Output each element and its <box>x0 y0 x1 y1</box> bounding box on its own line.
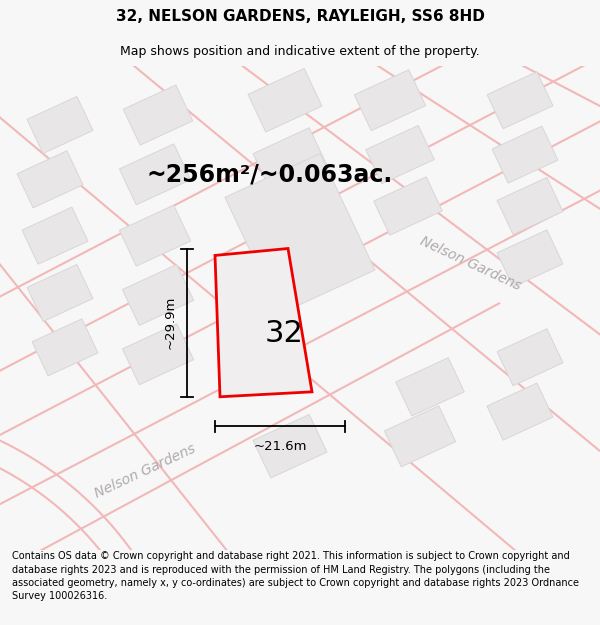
Polygon shape <box>497 177 563 234</box>
Text: Map shows position and indicative extent of the property.: Map shows position and indicative extent… <box>120 45 480 58</box>
Polygon shape <box>225 154 375 314</box>
Text: ~256m²/~0.063ac.: ~256m²/~0.063ac. <box>147 162 393 186</box>
Polygon shape <box>17 151 83 208</box>
Polygon shape <box>253 414 327 478</box>
Polygon shape <box>355 70 425 131</box>
Polygon shape <box>497 329 563 386</box>
Text: Nelson Gardens: Nelson Gardens <box>417 234 523 293</box>
Polygon shape <box>119 144 191 205</box>
Polygon shape <box>492 126 558 183</box>
Polygon shape <box>487 72 553 129</box>
Polygon shape <box>32 319 98 376</box>
Polygon shape <box>22 207 88 264</box>
Polygon shape <box>385 406 455 467</box>
Polygon shape <box>374 177 442 235</box>
Polygon shape <box>123 85 193 145</box>
Polygon shape <box>395 357 464 416</box>
Polygon shape <box>122 324 194 385</box>
Polygon shape <box>119 205 191 266</box>
Polygon shape <box>497 230 563 287</box>
Polygon shape <box>253 127 327 191</box>
Text: ~21.6m: ~21.6m <box>253 440 307 453</box>
Polygon shape <box>122 264 194 326</box>
Text: ~29.9m: ~29.9m <box>164 296 177 349</box>
Polygon shape <box>248 69 322 132</box>
Polygon shape <box>27 264 93 321</box>
Text: 32, NELSON GARDENS, RAYLEIGH, SS6 8HD: 32, NELSON GARDENS, RAYLEIGH, SS6 8HD <box>116 9 484 24</box>
Text: 32: 32 <box>265 319 303 348</box>
Text: Contains OS data © Crown copyright and database right 2021. This information is : Contains OS data © Crown copyright and d… <box>12 551 579 601</box>
Polygon shape <box>487 383 553 440</box>
Polygon shape <box>27 96 93 154</box>
Polygon shape <box>365 126 434 184</box>
Polygon shape <box>215 249 312 397</box>
Text: Nelson Gardens: Nelson Gardens <box>92 441 198 501</box>
